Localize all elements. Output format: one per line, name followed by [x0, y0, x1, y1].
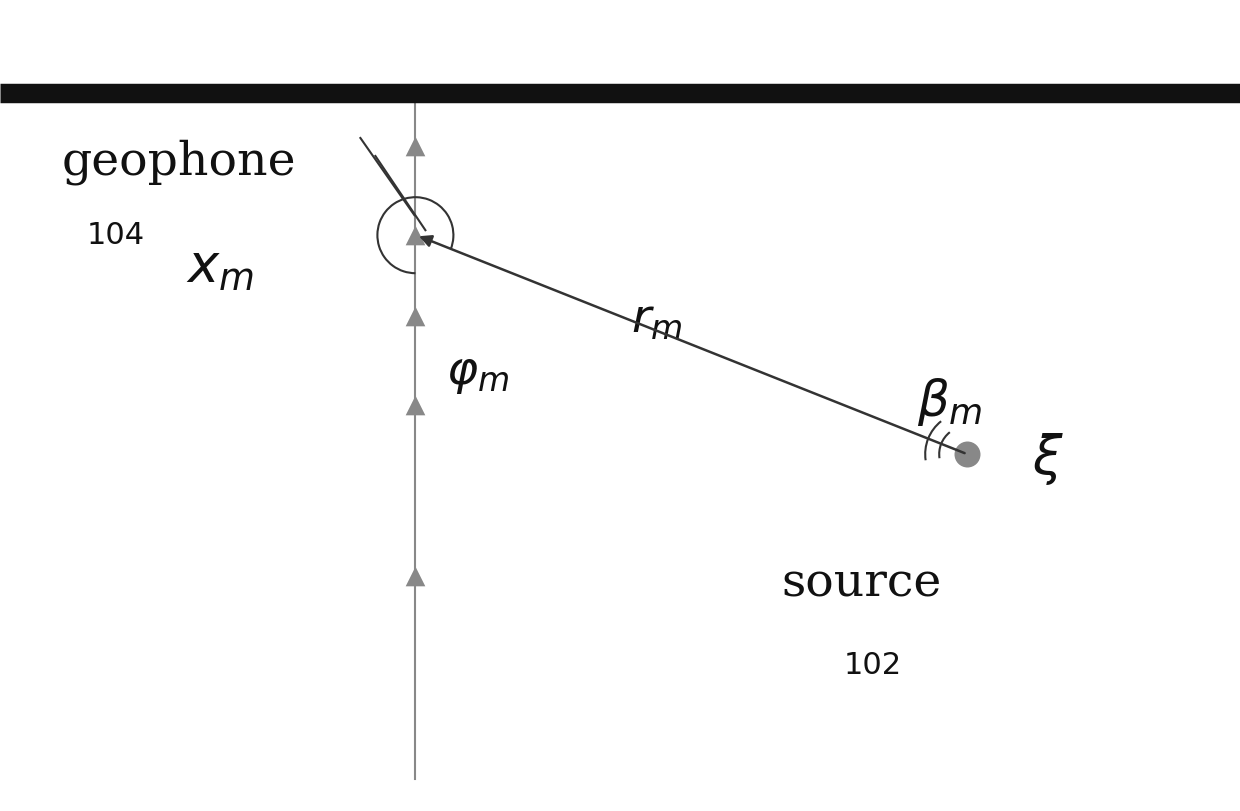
- Point: [957, 448, 977, 461]
- Point: [405, 229, 425, 242]
- Text: 102: 102: [843, 650, 901, 680]
- Text: $\varphi_m$: $\varphi_m$: [446, 350, 510, 396]
- Point: [405, 139, 425, 152]
- Text: source: source: [781, 561, 941, 607]
- Point: [405, 310, 425, 323]
- Text: $\beta_m$: $\beta_m$: [918, 376, 983, 428]
- Text: $\xi$: $\xi$: [1032, 431, 1064, 487]
- Point: [405, 569, 425, 582]
- Point: [405, 399, 425, 412]
- Text: geophone: geophone: [62, 139, 296, 185]
- Text: $r_m$: $r_m$: [631, 297, 682, 342]
- Text: 104: 104: [87, 221, 145, 250]
- Text: $x_m$: $x_m$: [186, 242, 254, 293]
